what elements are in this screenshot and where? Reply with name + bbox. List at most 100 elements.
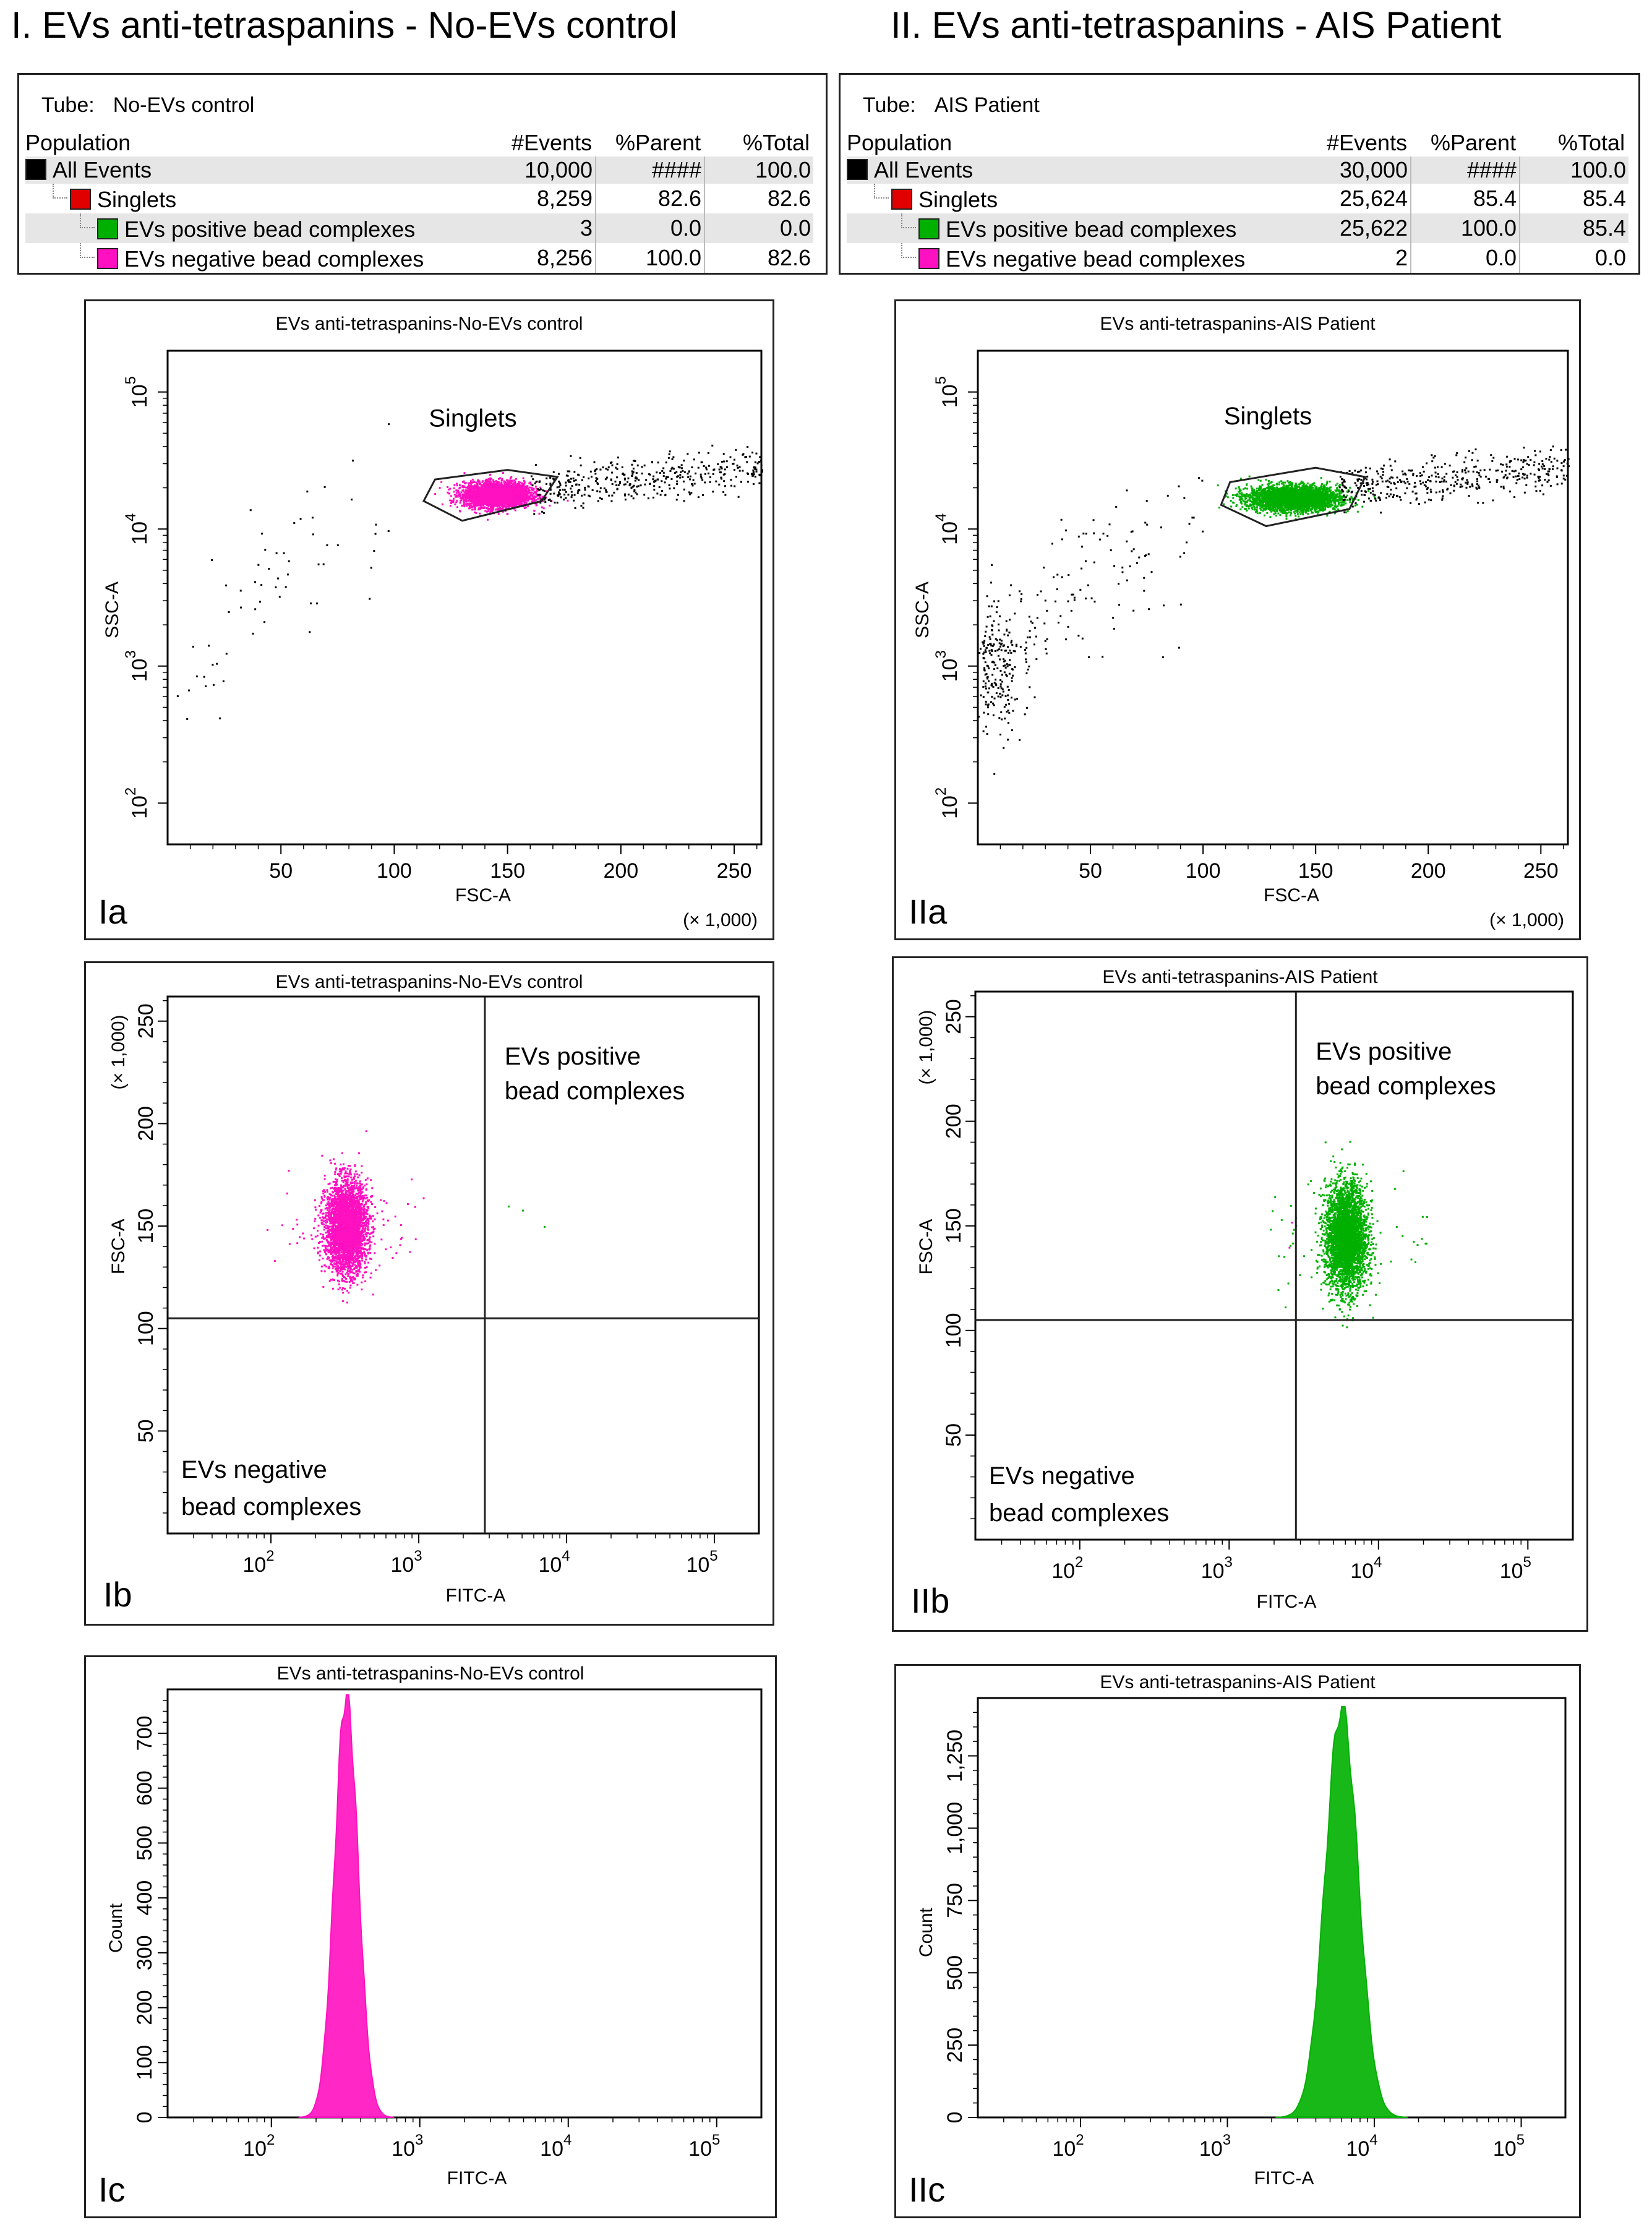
ungated-point	[755, 470, 758, 473]
singlet-point	[500, 505, 503, 507]
singlet-point	[479, 497, 481, 499]
ungated-point	[630, 486, 633, 489]
ungated-point	[689, 493, 691, 495]
ungated-point	[738, 466, 741, 468]
ungated-point	[697, 466, 700, 469]
singlet-point	[522, 486, 524, 488]
population-grid: Population #Events %Parent %Total All Events…	[25, 129, 814, 273]
ungated-point	[623, 483, 625, 486]
singlet-point	[520, 487, 522, 490]
singlet-point	[506, 489, 508, 491]
ungated-point	[599, 487, 602, 489]
singlet-point	[478, 498, 481, 500]
singlet-point	[500, 495, 503, 498]
table-row[interactable]: Singlets 25,624 85.4 85.4	[847, 184, 1628, 213]
table-row[interactable]: All Events 30,000 #### 100.0	[847, 157, 1629, 184]
singlet-point	[477, 479, 479, 481]
singlet-point	[513, 479, 515, 482]
table-row[interactable]: EVs positive bead complexes 25,622 100.0 85…	[847, 213, 1629, 243]
ungated-point	[571, 484, 573, 487]
singlet-point	[1338, 499, 1341, 501]
singlet-point	[1355, 497, 1357, 500]
singlet-point	[536, 495, 538, 497]
ungated-point	[641, 466, 643, 468]
ungated-point	[536, 487, 539, 490]
singlet-point	[497, 491, 499, 493]
singlet-point	[536, 504, 538, 507]
singlet-point	[520, 490, 522, 492]
ungated-point	[607, 466, 610, 468]
ungated-point	[559, 484, 562, 486]
singlet-point	[495, 486, 497, 488]
ungated-point	[326, 544, 328, 546]
y-tick-label: 102	[933, 787, 962, 819]
x-tick-label: 50	[1079, 859, 1102, 883]
ungated-point	[648, 482, 651, 485]
ungated-point	[671, 466, 674, 469]
singlet-point	[484, 479, 487, 482]
ungated-point	[539, 494, 541, 496]
singlet-point	[466, 496, 468, 499]
ungated-point	[624, 493, 627, 495]
ungated-point	[687, 476, 690, 478]
table-row[interactable]: Singlets 8,259 82.6 82.6	[25, 184, 813, 213]
ungated-point	[587, 485, 589, 487]
singlet-point	[1241, 502, 1243, 505]
ungated-point	[596, 490, 599, 492]
table-row[interactable]: EVs negative bead complexes 2 0.0 0.0	[847, 243, 1628, 273]
singlet-point	[510, 504, 512, 506]
singlet-point	[514, 480, 516, 482]
ungated-point	[387, 530, 390, 533]
singlet-point	[506, 500, 508, 503]
singlet-point	[491, 496, 494, 499]
parent-value: 82.6	[596, 184, 706, 213]
ungated-point	[534, 463, 537, 466]
ungated-point	[323, 486, 326, 488]
singlet-point	[1311, 512, 1313, 514]
singlet-point	[1263, 508, 1265, 511]
x-scale-note: (× 1,000)	[1489, 910, 1564, 930]
singlet-point	[516, 492, 518, 494]
singlet-point	[465, 500, 468, 503]
ungated-point	[260, 584, 263, 586]
ungated-point	[617, 457, 619, 459]
singlet-point	[484, 510, 487, 512]
singlet-point	[513, 482, 516, 485]
singlet-point	[531, 487, 533, 489]
singlet-point	[1259, 479, 1262, 482]
singlet-point	[521, 498, 524, 500]
ungated-point	[567, 474, 569, 477]
singlet-point	[495, 493, 497, 495]
singlet-point	[479, 482, 482, 485]
ungated-point	[688, 470, 690, 473]
singlet-point	[498, 493, 500, 495]
singlet-point	[1285, 508, 1288, 511]
singlet-point	[529, 492, 532, 494]
singlet-point	[487, 505, 490, 507]
singlet-point	[1334, 494, 1337, 496]
singlet-point	[521, 486, 523, 489]
singlet-point	[448, 492, 450, 495]
singlet-point	[479, 507, 482, 510]
y-tick-label: 105	[122, 376, 152, 408]
ungated-point	[573, 471, 576, 473]
ungated-point	[736, 465, 738, 467]
table-row[interactable]: EVs positive bead complexes 3 0.0 0.0	[25, 213, 814, 243]
singlet-point	[485, 478, 487, 481]
singlet-point	[495, 508, 498, 510]
ungated-point	[634, 460, 636, 463]
table-row[interactable]: All Events 10,000 #### 100.0	[25, 157, 814, 184]
singlet-point	[489, 510, 492, 512]
ungated-point	[647, 497, 649, 500]
ungated-point	[759, 456, 761, 458]
ungated-point	[682, 470, 684, 472]
singlet-point	[502, 487, 504, 489]
x-tick-label: 250	[1523, 859, 1559, 883]
singlet-point	[492, 479, 495, 481]
ungated-point	[719, 466, 722, 468]
singlet-point	[468, 497, 471, 499]
ungated-point	[615, 484, 618, 486]
table-row[interactable]: EVs negative bead complexes 8,256 100.0 82.…	[25, 243, 813, 273]
singlet-point	[1256, 512, 1259, 515]
singlet-point	[529, 496, 531, 499]
